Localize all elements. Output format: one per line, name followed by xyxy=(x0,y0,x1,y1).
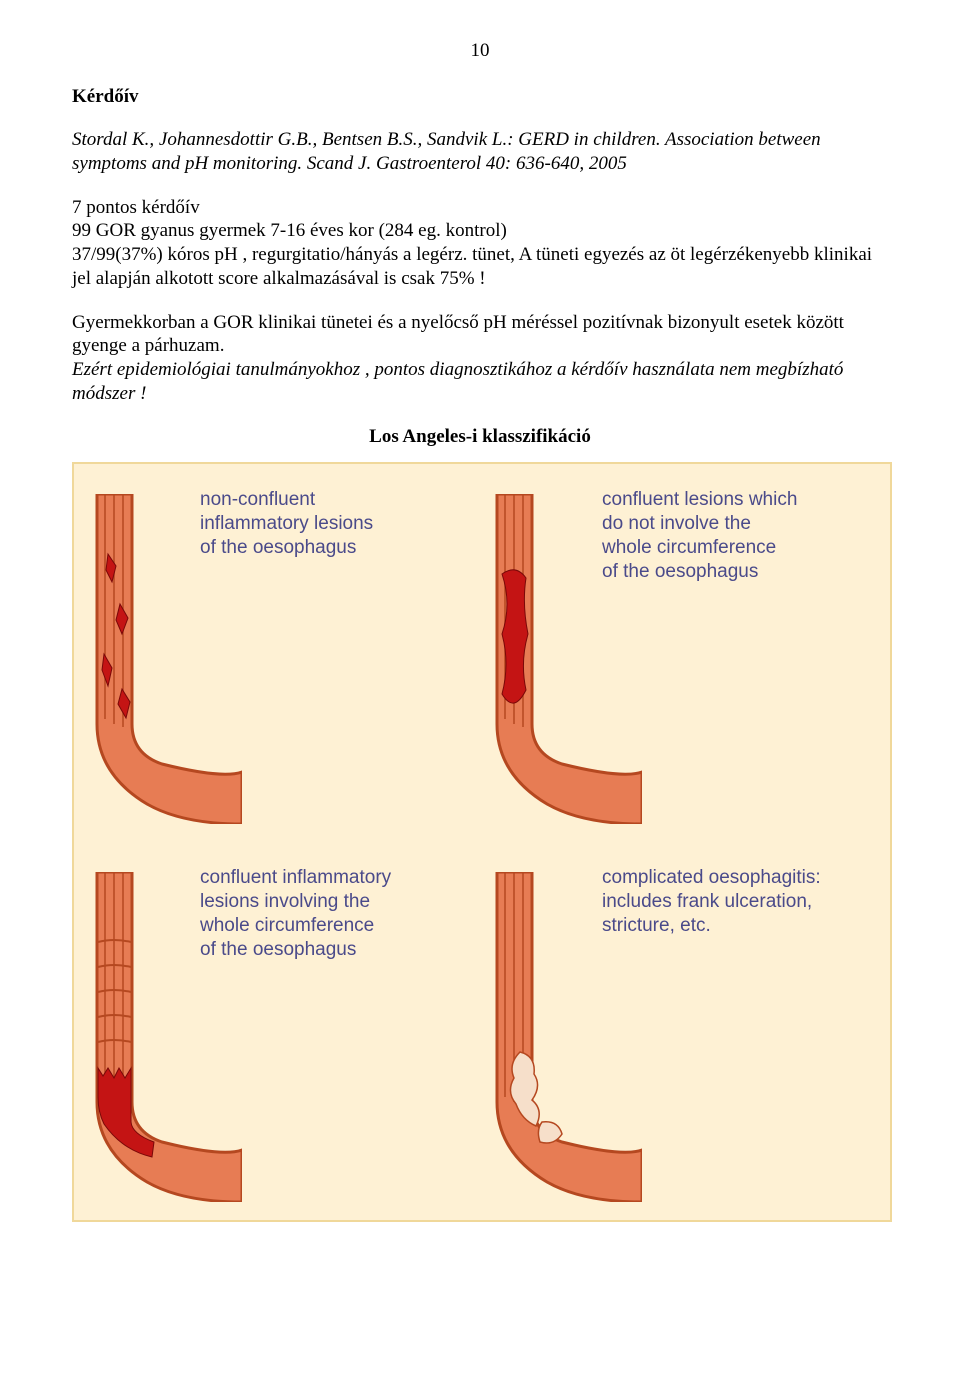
citation: Stordal K., Johannesdottir G.B., Bentsen… xyxy=(72,128,888,176)
diagram-cell-a: non-confluent inflammatory lesions of th… xyxy=(74,464,482,842)
body-paragraph-2: Gyermekkorban a GOR klinikai tünetei és … xyxy=(72,311,888,406)
diagram-cell-c: confluent inflammatory lesions involving… xyxy=(74,842,482,1220)
body-paragraph-2-plain: Gyermekkorban a GOR klinikai tünetei és … xyxy=(72,312,844,357)
la-classification-diagram: non-confluent inflammatory lesions of th… xyxy=(72,462,892,1222)
page-number: 10 xyxy=(72,40,888,62)
section-title: Kérdőív xyxy=(72,86,888,108)
diagram-cell-b: confluent lesions which do not involve t… xyxy=(482,464,890,842)
body-paragraph-1: 7 pontos kérdőív 99 GOR gyanus gyermek 7… xyxy=(72,196,888,291)
subsection-title: Los Angeles-i klasszifikáció xyxy=(72,426,888,448)
body-paragraph-2-italic: Ezért epidemiológiai tanulmányokhoz , po… xyxy=(72,359,843,404)
diagram-caption-c: confluent inflammatory lesions involving… xyxy=(200,866,391,963)
diagram-cell-d: complicated oesophagitis: includes frank… xyxy=(482,842,890,1220)
diagram-caption-a: non-confluent inflammatory lesions of th… xyxy=(200,488,373,561)
diagram-caption-d: complicated oesophagitis: includes frank… xyxy=(602,866,821,939)
diagram-caption-b: confluent lesions which do not involve t… xyxy=(602,488,797,585)
